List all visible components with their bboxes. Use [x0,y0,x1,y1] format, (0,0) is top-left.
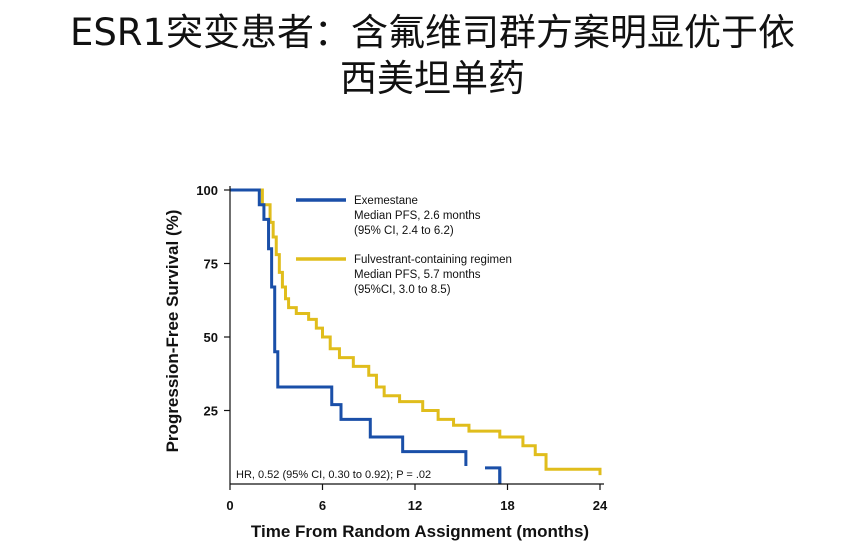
y-axis-title: Progression-Free Survival (%) [163,210,182,453]
x-tick-label: 0 [226,498,233,513]
legend-ci: (95% CI, 2.4 to 6.2) [354,225,454,237]
legend-median: Median PFS, 5.7 months [354,269,481,281]
x-tick-label: 24 [593,498,608,513]
x-tick-label: 6 [319,498,326,513]
legend-median: Median PFS, 2.6 months [354,210,481,222]
series-line-fulvestrant [230,188,602,476]
slide-title-line2: 西美坦单药 [340,57,525,100]
slide-title: ESR1突变患者：含氟维司群方案明显优于依 西美坦单药 [0,10,865,102]
y-tick-label: 50 [204,330,218,345]
series-layer [230,188,602,484]
legend-series-name: Fulvestrant-containing regimen [354,254,512,266]
y-tick-label: 25 [204,404,218,419]
legend-ci: (95%CI, 3.0 to 8.5) [354,284,451,296]
x-axis-title: Time From Random Assignment (months) [251,522,589,541]
hr-annotation: HR, 0.52 (95% CI, 0.30 to 0.92); P = .02 [236,469,431,481]
y-tick-label: 75 [204,257,218,272]
x-tick-label: 12 [408,498,422,513]
hr-annotation-bg [233,466,485,481]
ticks-layer: 100 75 50 25 0 6 12 18 24 [196,183,608,513]
legend: Exemestane Median PFS, 2.6 months (95% CI,… [296,195,512,296]
slide-title-line1: ESR1突变患者：含氟维司群方案明显优于依 [69,11,796,54]
series-line-exemestane [230,188,502,484]
x-tick-label: 18 [500,498,514,513]
legend-series-name: Exemestane [354,195,418,207]
y-tick-label: 100 [196,183,218,198]
